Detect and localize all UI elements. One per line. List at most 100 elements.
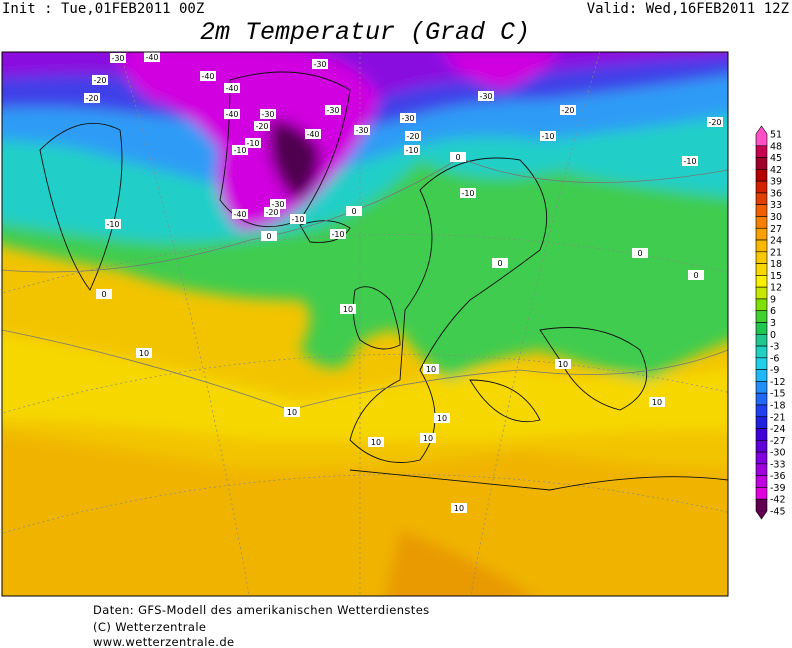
contour-label-text: 10 <box>287 408 297 417</box>
colorbar-label: -21 <box>770 412 786 423</box>
contour-label: -20 <box>560 105 576 115</box>
contour-label-text: 10 <box>139 349 149 358</box>
colorbar-segment <box>755 204 768 217</box>
contour-label-box <box>330 229 346 239</box>
contour-label-text: -20 <box>93 76 106 85</box>
contour-label-box <box>260 109 276 119</box>
contour-label-text: 10 <box>426 365 436 374</box>
contour-label-text: -40 <box>225 110 238 119</box>
contour-label: -40 <box>305 129 321 139</box>
contour-label: 0 <box>450 152 466 162</box>
contour-label: -30 <box>354 125 370 135</box>
init-time: Init : Tue,01FEB2011 00Z <box>2 1 204 17</box>
contour-label: 10 <box>340 304 356 314</box>
colorbar-segment <box>755 322 768 335</box>
contour-label-text: -40 <box>225 84 238 93</box>
contour-label-text: 10 <box>558 360 568 369</box>
colorbar-segment <box>755 416 768 429</box>
contour-label-text: 10 <box>343 305 353 314</box>
contour-label-text: -20 <box>561 106 574 115</box>
contour-label-text: -30 <box>111 54 124 63</box>
contour-label: 10 <box>434 413 450 423</box>
contour-label-box <box>420 433 436 443</box>
colorbar-label: 48 <box>770 141 782 152</box>
contour-label-text: -30 <box>261 110 274 119</box>
contour-label-box <box>105 219 121 229</box>
map-frame <box>1 51 729 597</box>
contour-label-text: -40 <box>201 72 214 81</box>
colorbar-segment <box>755 428 768 441</box>
contour-label-text: -20 <box>265 208 278 217</box>
colorbar-label: -6 <box>770 353 779 364</box>
colorbar-label: -42 <box>770 495 786 506</box>
contour-label-text: 0 <box>455 153 460 162</box>
contour-label-box <box>305 129 321 139</box>
contour-label-box <box>423 364 439 374</box>
contour-label: -40 <box>224 83 240 93</box>
contour-label-box <box>405 131 421 141</box>
colorbar-segment <box>755 345 768 359</box>
colorbar-segment <box>755 451 768 465</box>
contour-label-box <box>264 207 280 217</box>
colorbar-segment <box>755 475 768 488</box>
contour-label-box <box>325 105 341 115</box>
contour-label-box <box>560 105 576 115</box>
colorbar-arrow <box>755 498 768 520</box>
contour-labels: -30 -40-40-30-20-20-40-30-20-40 -30-30-30-… <box>84 52 723 513</box>
contour-label: -40 <box>232 209 248 219</box>
contour-label: -10 <box>404 145 420 155</box>
contour-label-box <box>649 397 665 407</box>
contour-label-text: 0 <box>693 271 698 280</box>
contour-label-box <box>478 91 494 101</box>
contour-label: -20 <box>707 117 723 127</box>
contour-label-box <box>110 53 126 63</box>
colorbar-label: 3 <box>770 318 776 329</box>
contour-label: -10 <box>540 131 556 141</box>
valid-time: Valid: Wed,16FEB2011 12Z <box>587 1 789 17</box>
colorbar-segment <box>755 216 768 229</box>
contour-label: -40 <box>144 52 160 62</box>
colorbar-label: -33 <box>770 459 786 470</box>
contour-label-box <box>340 304 356 314</box>
contour-label: 0 <box>346 206 362 216</box>
colorbar-segment <box>755 275 768 288</box>
colorbar-label: -39 <box>770 483 786 494</box>
contour-label-text: 0 <box>351 207 356 216</box>
contour-label-box <box>245 138 261 148</box>
contour-label: 10 <box>368 437 384 447</box>
contour-label-box <box>451 503 467 513</box>
contour-label-box <box>261 231 277 241</box>
contour-label-box <box>136 348 152 358</box>
colorbar-segment <box>755 169 768 182</box>
contour-label-text: -10 <box>405 146 418 155</box>
contour-label-box <box>200 71 216 81</box>
colorbar-label: -24 <box>770 424 786 435</box>
colorbar-segment <box>755 440 768 453</box>
colorbar-segment <box>755 192 768 205</box>
contour-label: 10 <box>420 433 436 443</box>
contour-label: -40 <box>224 109 240 119</box>
map-area: -30 -40-40-30-20-20-40-30-20-40 -30-30-30-… <box>2 52 728 596</box>
colorbar-segment <box>755 333 768 347</box>
footer-line: Daten: GFS-Modell des amerikanischen Wet… <box>93 603 430 617</box>
contour-label: 10 <box>451 503 467 513</box>
contour-label-box <box>460 188 476 198</box>
colorbar-label: -27 <box>770 436 786 447</box>
contour-label-text: -10 <box>291 215 304 224</box>
contour-label-text: -40 <box>306 130 319 139</box>
contour-label-text: -30 <box>479 92 492 101</box>
contour-label: 0 <box>492 258 508 268</box>
contour-label-text: 0 <box>101 290 106 299</box>
colorbar-label: 51 <box>770 130 782 141</box>
contour-label-text: 0 <box>497 259 502 268</box>
contour-label: 0 <box>632 248 648 258</box>
contour-label-box <box>346 206 362 216</box>
colorbar: 51484542393633302724211815129630-3-6-9-1… <box>755 125 786 520</box>
colorbar-segment <box>755 310 768 323</box>
colorbar-segment <box>755 157 768 170</box>
contour-label-box <box>224 109 240 119</box>
contour-label: -10 <box>245 138 261 148</box>
contour-label-text: 0 <box>266 232 271 241</box>
colorbar-label: -3 <box>770 342 779 353</box>
colorbar-label: 33 <box>770 200 782 211</box>
